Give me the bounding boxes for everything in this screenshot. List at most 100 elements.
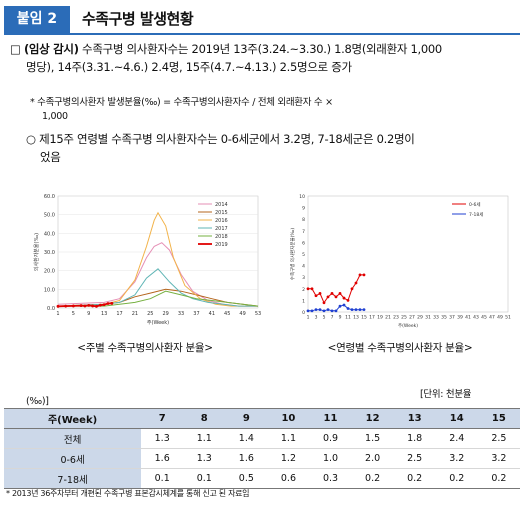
y-axis-title: 수족구병 의사환자분율(‰)	[289, 228, 296, 281]
legend-label: 2017	[215, 226, 228, 232]
plot-area	[307, 195, 509, 313]
x-tick-label: 29	[163, 311, 169, 317]
table-footnote: * 2013년 36주차부터 개편된 수족구병 표본감시체계를 통해 신고 된 …	[6, 489, 250, 498]
x-tick-label: 39	[457, 315, 463, 321]
cell: 0.5	[225, 468, 268, 489]
paragraph-clinical: □ (임상 감시) 수족구병 의사환자수는 2019년 13주(3.24.~3.…	[10, 40, 516, 76]
series-line-2018	[58, 290, 259, 307]
cell: 1.0	[309, 448, 352, 469]
x-axis-title: 주(Week)	[398, 323, 418, 329]
x-tick-label: 45	[224, 311, 230, 317]
data-point	[314, 294, 318, 298]
y-tick-label: 0	[302, 310, 305, 316]
x-tick-label: 17	[116, 311, 122, 317]
x-tick-label: 1	[56, 311, 59, 317]
data-point	[110, 301, 114, 305]
data-point	[326, 295, 330, 299]
cell: 0.1	[141, 468, 184, 489]
cell: 2.5	[393, 448, 436, 469]
x-tick-label: 25	[147, 311, 153, 317]
data-point	[322, 301, 326, 305]
y-tick-label: 1	[302, 298, 305, 304]
legend-label: 2016	[215, 218, 228, 224]
y-tick-label: 7	[302, 229, 305, 235]
data-point	[306, 287, 310, 291]
data-point	[318, 292, 322, 295]
y-tick-label: 5	[302, 252, 305, 258]
x-tick-label: 11	[345, 315, 351, 321]
y-tick-label: 4	[302, 264, 305, 270]
clinical-lead: (임상 감시)	[23, 42, 79, 56]
col-header: 15	[477, 408, 520, 429]
col-header: 11	[309, 408, 352, 429]
y-tick-label: 0.0	[47, 306, 55, 312]
x-tick-label: 47	[489, 315, 495, 321]
x-tick-label: 29	[417, 315, 423, 321]
x-tick-label: 25	[401, 315, 407, 321]
header-underline	[4, 33, 520, 35]
data-point	[358, 308, 362, 312]
attachment-badge: 붙임 2	[4, 6, 70, 33]
x-tick-label: 33	[178, 311, 184, 317]
data-point	[56, 304, 60, 308]
cell: 2.0	[351, 448, 394, 469]
y-tick-label: 30.0	[44, 250, 55, 256]
x-tick-label: 5	[72, 311, 75, 317]
y-tick-label: 60.0	[44, 194, 55, 200]
clinical-text-1: 수족구병 의사환자수는 2019년 13주(3.24.~3.30.) 1.8명(…	[78, 42, 442, 56]
data-point	[310, 287, 314, 291]
cell: 0.2	[351, 468, 394, 489]
data-point	[314, 308, 318, 312]
col-header: 12	[351, 408, 394, 429]
col-header: 8	[183, 408, 226, 429]
cell: 0.6	[267, 468, 310, 489]
y-tick-label: 10.0	[44, 287, 55, 293]
clinical-text-2: 명당), 14주(3.31.~4.6.) 2.4명, 15주(4.7.~4.13…	[26, 60, 352, 74]
x-tick-label: 15	[361, 315, 367, 321]
data-point	[354, 281, 358, 285]
cell: 1.1	[267, 428, 310, 449]
data-point	[362, 273, 366, 277]
x-tick-label: 9	[87, 311, 90, 317]
x-tick-label: 41	[465, 315, 471, 321]
data-point	[330, 309, 334, 313]
x-tick-label: 13	[353, 315, 359, 321]
y-axis-title: 의사환자분율(‰)	[33, 233, 40, 271]
data-point	[310, 309, 314, 313]
cell: 1.6	[141, 448, 184, 469]
x-tick-label: 27	[409, 315, 415, 321]
col-header: 주(Week)	[4, 408, 142, 429]
x-tick-label: 49	[497, 315, 503, 321]
cell: 0.1	[183, 468, 226, 489]
data-point	[64, 304, 68, 308]
data-point	[350, 308, 354, 312]
row-label: 0-6세	[4, 448, 142, 469]
table-row: 0-6세 1.6 1.3 1.6 1.2 1.0 2.0 2.5 3.2 3.2	[4, 448, 520, 469]
data-point	[79, 304, 83, 307]
age-text-1: 제15주 연령별 수족구병 의사환자수는 0-6세군에서 3.2명, 7-18세…	[39, 132, 415, 146]
data-point	[83, 304, 87, 308]
cell: 3.2	[477, 448, 520, 469]
cell: 1.8	[393, 428, 436, 449]
unit-suffix: (‰)]	[26, 396, 49, 407]
series-line-2017	[57, 268, 258, 307]
paragraph-age: ○ 제15주 연령별 수족구병 의사환자수는 0-6세군에서 3.2명, 7-1…	[26, 130, 516, 166]
data-point	[354, 308, 358, 312]
col-header: 14	[435, 408, 478, 429]
legend-label: 2018	[215, 234, 228, 240]
x-tick-label: 41	[209, 311, 215, 317]
x-tick-label: 19	[377, 315, 383, 321]
y-tick-label: 8	[302, 217, 305, 223]
data-point	[322, 309, 326, 313]
y-tick-label: 3	[302, 275, 305, 281]
cell: 0.2	[393, 468, 436, 489]
data-point	[102, 303, 106, 307]
y-tick-label: 6	[302, 240, 305, 246]
cell: 3.2	[435, 448, 478, 469]
data-point	[334, 309, 338, 313]
cell: 0.2	[477, 468, 520, 489]
data-point	[318, 308, 322, 312]
unit-label: [단위: 천분율	[420, 389, 472, 400]
data-point	[358, 273, 362, 277]
